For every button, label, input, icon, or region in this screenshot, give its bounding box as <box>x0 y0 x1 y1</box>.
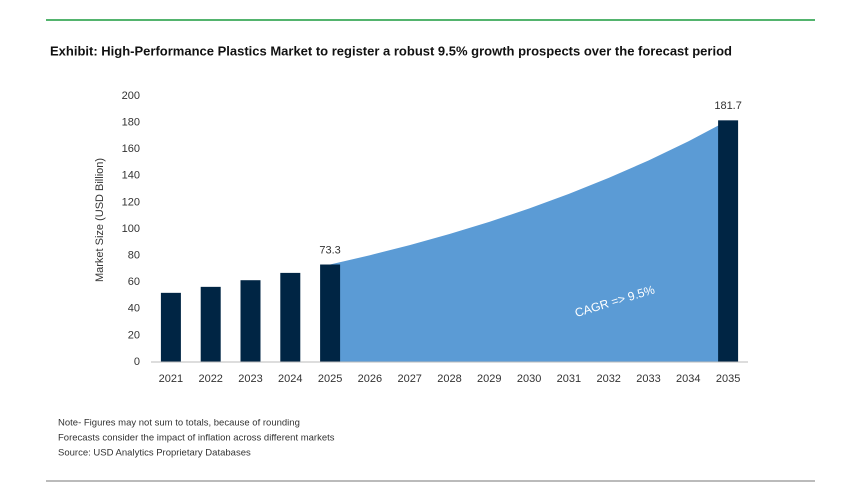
y-tick-label: 180 <box>122 117 140 129</box>
x-tick-label: 2023 <box>238 373 262 385</box>
y-tick-label: 60 <box>128 276 140 288</box>
x-tick-label: 2027 <box>397 373 421 385</box>
y-tick-label: 40 <box>128 303 140 315</box>
data-label: 181.7 <box>714 100 742 112</box>
y-tick-label: 120 <box>122 196 140 208</box>
x-tick-label: 2021 <box>159 373 183 385</box>
x-tick-label: 2029 <box>477 373 501 385</box>
x-tick-label: 2033 <box>636 373 660 385</box>
y-tick-label: 100 <box>122 223 140 235</box>
x-tick-label: 2026 <box>358 373 382 385</box>
note: Forecasts consider the impact of inflati… <box>58 433 335 444</box>
data-label: 73.3 <box>319 244 340 256</box>
note: Note- Figures may not sum to totals, bec… <box>58 418 300 429</box>
x-tick-label: 2034 <box>676 373 700 385</box>
bar <box>160 292 181 362</box>
x-tick-label: 2025 <box>318 373 342 385</box>
bar <box>320 264 341 362</box>
x-tick-label: 2032 <box>596 373 620 385</box>
bar <box>280 272 301 362</box>
y-tick-label: 160 <box>122 143 140 155</box>
bar <box>240 280 261 362</box>
x-tick-label: 2035 <box>716 373 740 385</box>
y-axis-label: Market Size (USD Billion) <box>94 158 106 282</box>
x-tick-label: 2022 <box>198 373 222 385</box>
note: Source: USD Analytics Proprietary Databa… <box>58 448 251 459</box>
y-tick-label: 80 <box>128 250 140 262</box>
y-tick-label: 20 <box>128 329 140 341</box>
chart-title: Exhibit: High-Performance Plastics Marke… <box>50 43 732 58</box>
x-tick-label: 2030 <box>517 373 541 385</box>
x-tick-label: 2031 <box>557 373 581 385</box>
y-tick-label: 140 <box>122 170 140 182</box>
bar <box>200 286 221 362</box>
y-tick-label: 200 <box>122 90 140 102</box>
bar <box>718 120 739 363</box>
y-tick-label: 0 <box>134 356 140 368</box>
area <box>330 120 729 363</box>
x-tick-label: 2024 <box>278 373 302 385</box>
x-tick-label: 2028 <box>437 373 461 385</box>
